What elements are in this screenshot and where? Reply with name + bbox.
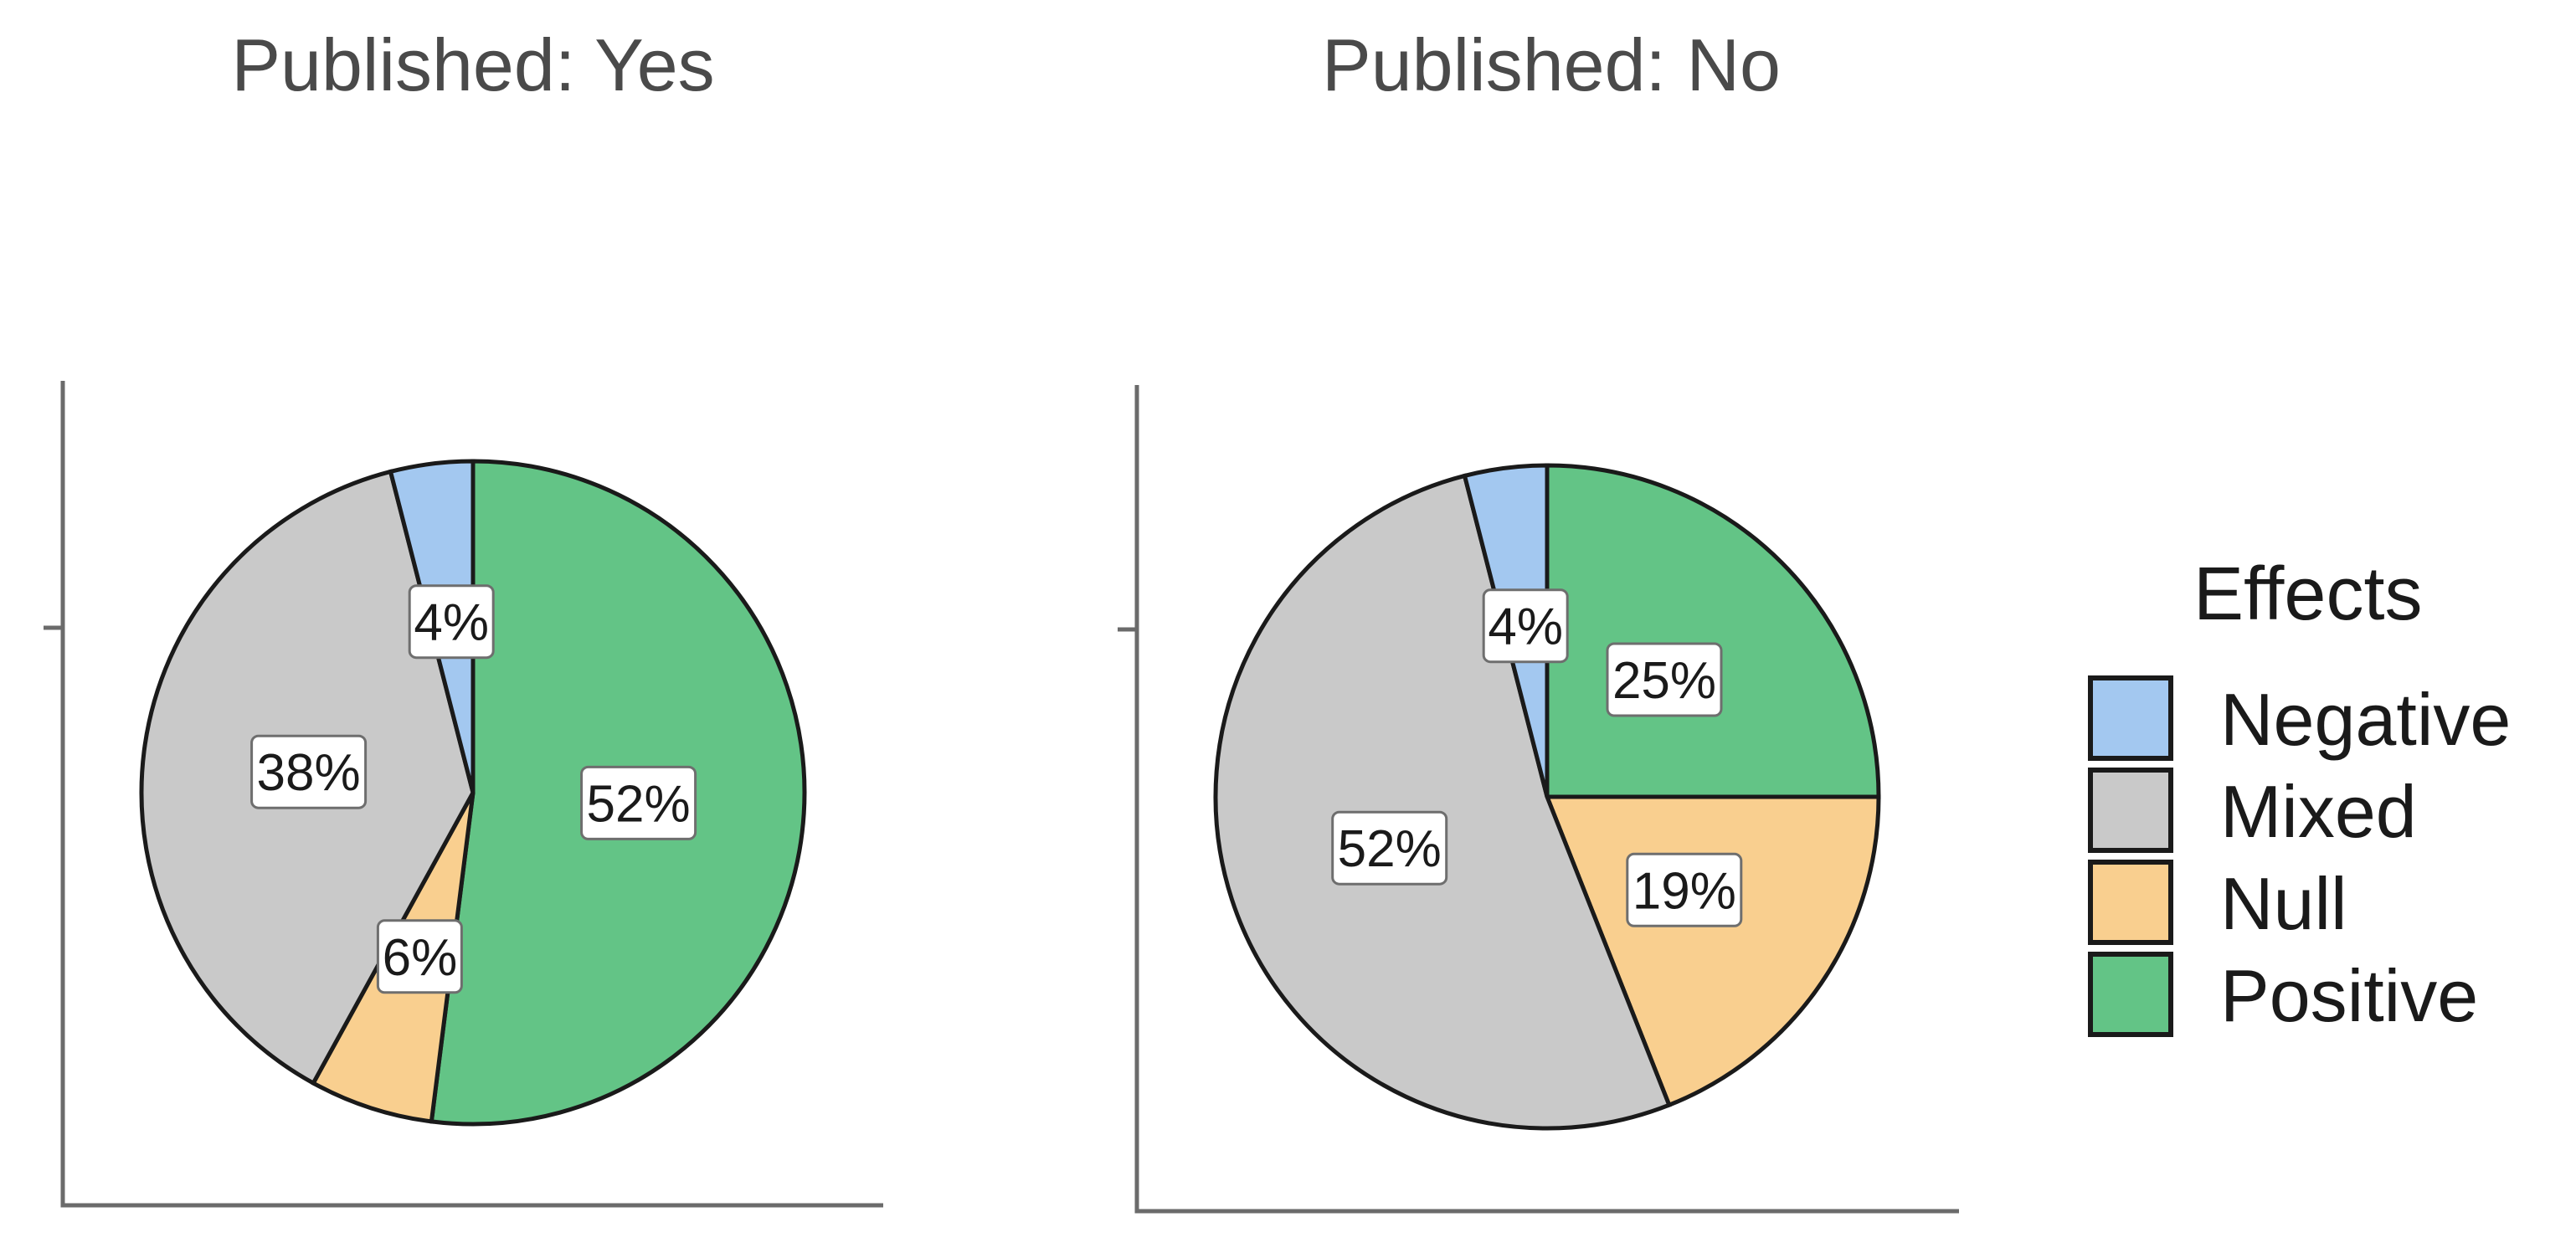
slice-label-box xyxy=(1482,588,1569,664)
legend-label-positive: Positive xyxy=(2220,954,2478,1037)
slice-label-box xyxy=(250,734,368,809)
panel-0-slices xyxy=(139,459,807,1127)
legend-swatch-mixed xyxy=(2088,768,2173,853)
legend-title: Effects xyxy=(2193,552,2422,636)
slice-label-negative-panel-1: 4% xyxy=(1482,588,1569,664)
legend-label-mixed: Mixed xyxy=(2220,770,2417,853)
legend-item-positive: Positive xyxy=(2088,952,2478,1037)
slice-label-null-panel-1: 19% xyxy=(1626,852,1743,927)
legend-swatch-negative xyxy=(2088,675,2173,761)
slice-label-text: 25% xyxy=(1612,652,1716,710)
pie-slice-mixed-panel-1 xyxy=(1213,473,1673,1131)
slice-label-negative-panel-0: 4% xyxy=(408,584,495,660)
legend-items: Negative Mixed Null Positive xyxy=(2088,675,2511,1037)
legend-label-negative: Negative xyxy=(2220,678,2511,761)
legend-item-null: Null xyxy=(2088,860,2347,945)
slice-label-positive-panel-0: 52% xyxy=(580,765,697,840)
legend-item-negative: Negative xyxy=(2088,675,2511,761)
legend-swatch-null xyxy=(2088,860,2173,945)
slice-label-text: 52% xyxy=(1338,820,1442,878)
pie-slice-positive-panel-1 xyxy=(1545,463,1881,799)
slice-label-box xyxy=(1626,852,1743,927)
panel-0-axis-frame xyxy=(60,381,883,1208)
panel-published-yes: Published: Yes 52% 6% 38% 4% xyxy=(44,23,883,1208)
slice-label-mixed-panel-1: 52% xyxy=(1331,810,1448,886)
legend-item-mixed: Mixed xyxy=(2088,768,2417,853)
slice-label-text: 19% xyxy=(1632,862,1736,920)
panel-title-published-no: Published: No xyxy=(1322,23,1781,106)
slice-label-box xyxy=(1606,642,1723,717)
slice-label-text: 4% xyxy=(1488,598,1563,656)
panel-title-published-yes: Published: Yes xyxy=(231,23,714,106)
slice-label-text: 38% xyxy=(257,744,361,802)
slice-label-text: 4% xyxy=(414,594,489,652)
slice-label-text: 52% xyxy=(587,775,691,833)
legend-label-null: Null xyxy=(2220,862,2347,945)
slice-label-text: 6% xyxy=(383,929,458,987)
legend: Effects Negative Mixed Null Positive xyxy=(2088,552,2511,1037)
slice-label-box xyxy=(1331,810,1448,886)
slice-label-box xyxy=(376,919,463,994)
panel-1-slice-labels: 25% 19% 52% 4% xyxy=(1331,588,1743,927)
slice-label-positive-panel-1: 25% xyxy=(1606,642,1723,717)
slice-label-mixed-panel-0: 38% xyxy=(250,734,368,809)
panel-1-slices xyxy=(1213,463,1881,1131)
panel-published-no: Published: No 25% 19% 52% 4% xyxy=(1118,23,1959,1214)
slice-label-box xyxy=(408,584,495,660)
legend-swatch-positive xyxy=(2088,952,2173,1037)
slice-label-null-panel-0: 6% xyxy=(376,919,463,994)
slice-label-box xyxy=(580,765,697,840)
panel-0-slice-labels: 52% 6% 38% 4% xyxy=(250,584,697,994)
panel-1-axis-frame xyxy=(1134,385,1959,1214)
